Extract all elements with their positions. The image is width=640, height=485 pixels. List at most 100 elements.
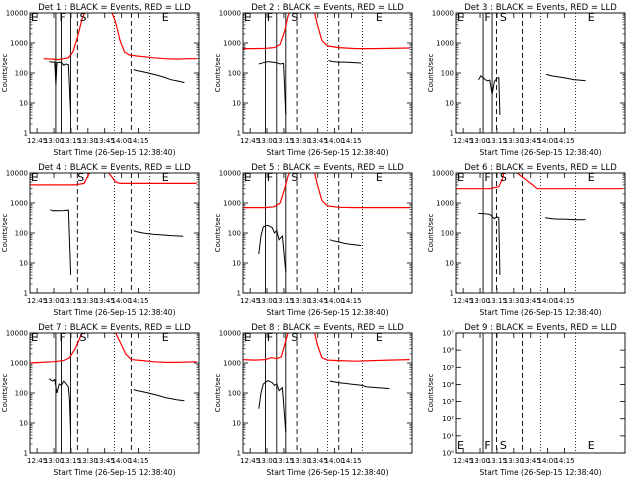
y-tick-label: 1 (237, 290, 241, 298)
y-tick-label: 1 (450, 290, 454, 298)
chart-title: Det 2 : BLACK = Events, RED = LLD (251, 3, 404, 13)
y-tick-label: 1000 (436, 200, 454, 208)
x-tick-label: 12:45 (453, 457, 473, 465)
marker-s: S (500, 11, 507, 24)
marker-e: E (244, 171, 251, 184)
marker-e: E (588, 439, 595, 452)
y-tick-label: 1000 (223, 360, 241, 368)
x-tick-label: 13:45 (521, 137, 541, 145)
detector-panel-2: Det 2 : BLACK = Events, RED = LLD Counts/… (213, 0, 426, 160)
events-series-line (329, 380, 390, 390)
lld-series-line (30, 173, 91, 186)
marker-s: S (77, 171, 84, 184)
y-tick-label: 10⁵ (442, 364, 454, 372)
events-series-line (49, 61, 72, 115)
marker-s: S (79, 11, 86, 24)
x-tick-label: 13:45 (95, 457, 115, 465)
events-series-line (258, 224, 287, 273)
x-tick-label: 13:30 (291, 297, 311, 305)
y-tick-label: 10000 (6, 330, 28, 338)
x-axis-label: Start Time (26-Sep-15 12:38:40) (480, 308, 602, 317)
y-tick-label: 1000 (223, 200, 241, 208)
y-tick-label: 10000 (219, 170, 241, 178)
x-tick-label: 13:00 (44, 297, 64, 305)
y-tick-label: 1 (450, 130, 454, 138)
y-tick-label: 10000 (432, 170, 454, 178)
marker-f: F (267, 11, 273, 24)
x-tick-label: 12:45 (27, 457, 47, 465)
events-series-line (133, 230, 184, 237)
detector-chart-1: Det 1 : BLACK = Events, RED = LLD Counts/… (1, 3, 200, 157)
events-series-line (544, 217, 586, 221)
chart-title: Det 7 : BLACK = Events, RED = LLD (38, 323, 191, 333)
y-tick-label: 100 (441, 230, 454, 238)
marker-f: F (484, 439, 490, 452)
events-series-line (478, 75, 501, 115)
x-tick-label: 13:45 (308, 297, 328, 305)
x-tick-label: 13:15 (61, 297, 81, 305)
lld-series-line (30, 333, 84, 364)
events-series-line (478, 212, 501, 275)
detector-panel-3: Det 3 : BLACK = Events, RED = LLD Counts/… (426, 0, 639, 160)
plot-frame (29, 172, 200, 294)
lld-series-line (313, 13, 410, 50)
x-tick-label: 13:30 (78, 137, 98, 145)
y-tick-label: 1000 (10, 200, 28, 208)
x-tick-label: 14:00 (538, 297, 558, 305)
y-tick-label: 100 (15, 230, 28, 238)
x-tick-label: 14:00 (112, 457, 132, 465)
chart-title: Det 3 : BLACK = Events, RED = LLD (464, 3, 617, 13)
x-axis-label: Start Time (26-Sep-15 12:38:40) (267, 308, 389, 317)
x-tick-label: 13:30 (78, 297, 98, 305)
marker-e: E (244, 331, 251, 344)
y-axis-label: Counts/sec (427, 54, 435, 93)
lld-series-line (107, 173, 197, 184)
y-tick-label: 10000 (432, 10, 454, 18)
detector-panel-6: Det 6 : BLACK = Events, RED = LLD Counts/… (426, 160, 639, 320)
x-tick-label: 12:45 (240, 297, 260, 305)
lld-series-line (516, 173, 623, 190)
x-axis-label: Start Time (26-Sep-15 12:38:40) (480, 148, 602, 157)
x-tick-label: 14:15 (341, 457, 361, 465)
x-tick-label: 13:00 (44, 137, 64, 145)
x-tick-label: 14:00 (538, 457, 558, 465)
y-tick-label: 100 (228, 230, 241, 238)
x-tick-label: 13:45 (308, 137, 328, 145)
y-tick-label: 10¹ (442, 432, 454, 440)
x-tick-label: 14:00 (538, 137, 558, 145)
y-tick-label: 10⁰ (442, 450, 454, 458)
marker-s: S (500, 171, 507, 184)
lld-series-line (313, 173, 410, 209)
detector-chart-9: Det 9 : BLACK = Events, RED = LLD Counts/… (427, 323, 626, 477)
y-tick-label: 1 (24, 290, 28, 298)
y-axis-label: Counts/sec (427, 374, 435, 413)
chart-title: Det 5 : BLACK = Events, RED = LLD (251, 163, 404, 173)
marker-s: S (291, 11, 298, 24)
lld-series-line (115, 333, 197, 363)
lld-series-line (243, 333, 289, 361)
x-tick-label: 14:00 (112, 297, 132, 305)
marker-s: S (291, 331, 298, 344)
y-axis-label: Counts/sec (214, 54, 222, 93)
x-tick-label: 13:30 (291, 457, 311, 465)
y-tick-label: 1000 (223, 40, 241, 48)
plot-frame (242, 12, 413, 134)
x-axis-label: Start Time (26-Sep-15 12:38:40) (267, 148, 389, 157)
x-tick-label: 12:45 (27, 137, 47, 145)
x-tick-label: 14:15 (341, 297, 361, 305)
events-series-line (48, 378, 72, 435)
x-tick-label: 13:15 (487, 297, 507, 305)
events-series-line (50, 209, 72, 275)
x-tick-label: 12:45 (240, 137, 260, 145)
x-axis-label: Start Time (26-Sep-15 12:38:40) (54, 148, 176, 157)
x-tick-label: 13:15 (487, 137, 507, 145)
x-tick-label: 12:45 (240, 457, 260, 465)
plot-frame (455, 12, 626, 134)
events-series-line (545, 73, 586, 82)
x-tick-label: 12:45 (27, 297, 47, 305)
marker-e: E (31, 11, 38, 24)
plot-frame (242, 332, 413, 454)
marker-e: E (31, 171, 38, 184)
marker-e: E (376, 171, 383, 184)
y-tick-label: 10 (232, 100, 241, 108)
